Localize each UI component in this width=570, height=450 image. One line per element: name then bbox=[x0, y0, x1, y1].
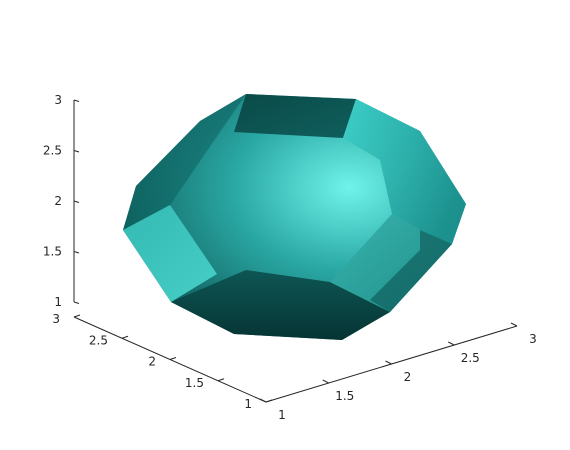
surface-left-patch bbox=[123, 205, 217, 302]
z-tick-label: 2.5 bbox=[43, 144, 62, 158]
z-tick bbox=[73, 200, 80, 203]
x-tick-label: 1.5 bbox=[335, 389, 354, 403]
y-tick-label: 1 bbox=[244, 397, 252, 411]
z-tick-label: 1.5 bbox=[43, 245, 62, 259]
x-tick-label: 1 bbox=[278, 408, 286, 422]
surface-bottom-face bbox=[171, 270, 390, 340]
x-tick-label: 2.5 bbox=[461, 351, 480, 365]
x-tick bbox=[322, 379, 329, 384]
x-tick-label: 2 bbox=[404, 370, 412, 384]
z-tick-label: 2 bbox=[54, 194, 62, 208]
z-tick-label: 1 bbox=[54, 295, 62, 309]
z-tick bbox=[73, 251, 80, 254]
surface-body bbox=[123, 94, 466, 340]
y-tick bbox=[169, 357, 177, 360]
y-tick bbox=[265, 399, 273, 403]
y-tick-label: 2 bbox=[148, 355, 156, 369]
surface-left-shade bbox=[123, 94, 246, 230]
x-tick bbox=[510, 322, 518, 327]
tick-labels: 1 1.5 2 2.5 3 1 1.5 2 2.5 3 1 1.5 2 2.5 3 bbox=[43, 93, 537, 422]
surface-top-face bbox=[234, 94, 356, 138]
x-tick-label: 3 bbox=[529, 332, 537, 346]
z-tick bbox=[73, 301, 80, 304]
y-tick bbox=[73, 314, 81, 318]
z-tick-label: 3 bbox=[54, 93, 62, 107]
surface-right-face bbox=[343, 99, 466, 244]
y-tick-label: 2.5 bbox=[89, 333, 108, 347]
y-tick bbox=[217, 378, 225, 382]
z-tick bbox=[73, 150, 80, 153]
x-tick bbox=[259, 398, 267, 403]
tick-marks bbox=[73, 99, 518, 403]
y-tick bbox=[121, 335, 129, 339]
x-tick bbox=[448, 341, 455, 346]
y-tick-label: 1.5 bbox=[185, 376, 204, 390]
z-tick bbox=[73, 99, 80, 102]
y-tick-label: 3 bbox=[52, 312, 60, 326]
x-tick bbox=[385, 360, 392, 365]
surface-front-patch-shade bbox=[370, 230, 452, 312]
